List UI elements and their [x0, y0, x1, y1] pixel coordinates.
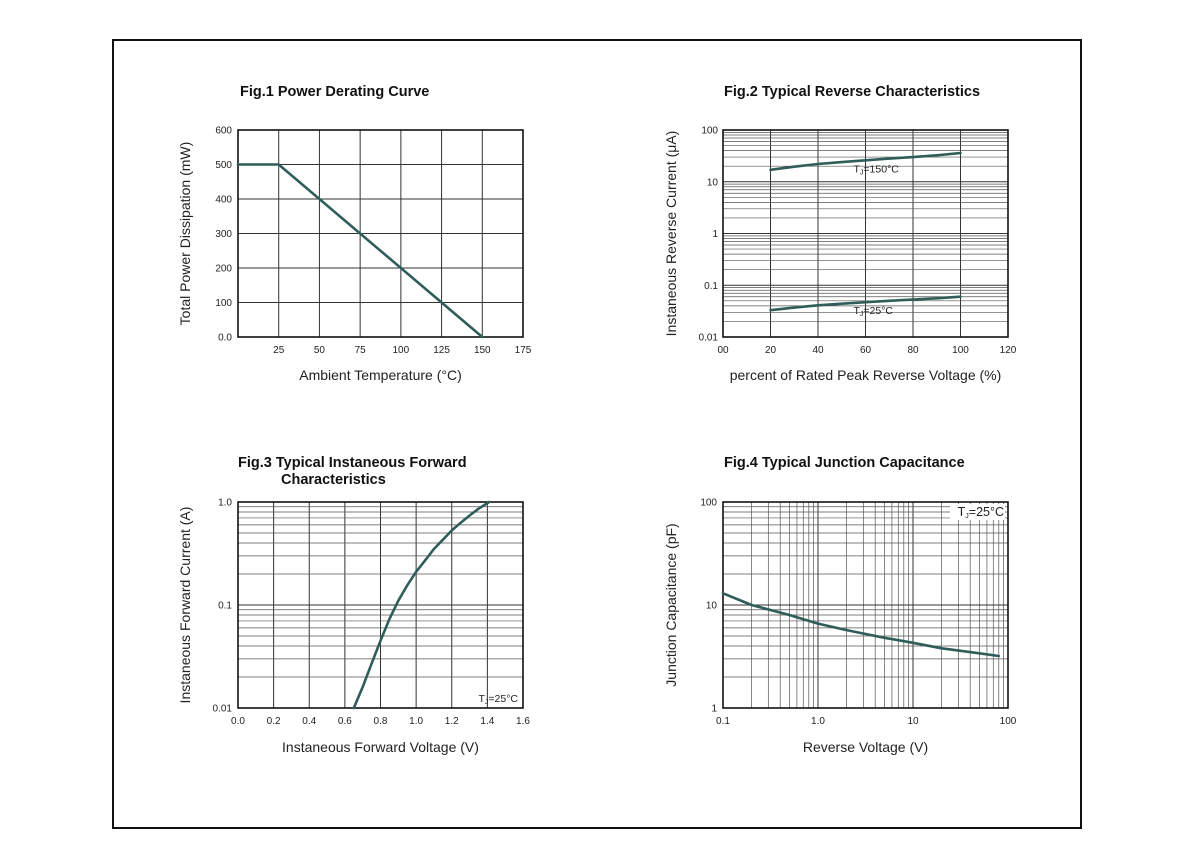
x-tick-label: 0.2 [267, 716, 281, 727]
plot-frame [722, 501, 1009, 709]
chart-title: Fig.2 Typical Reverse Characteristics [724, 84, 980, 100]
chart-fig1: Fig.1 Power Derating Curve 25 50 75 100 125 15… [177, 84, 532, 383]
y-tick-label: 0.1 [704, 281, 718, 292]
series-line-1 [352, 500, 491, 710]
x-tick-label: 40 [812, 345, 824, 356]
grid [238, 129, 524, 338]
y-axis-label: Total Power Dissipation (mW) [177, 142, 193, 326]
annotation-bg [950, 504, 1005, 520]
x-tick-label: 0.0 [231, 716, 245, 727]
chart-fig3: Fig.3 Typical Instaneous ForwardCharacte… [177, 455, 530, 755]
x-tick-label: 1.6 [516, 716, 530, 727]
x-tick-label: 1.2 [445, 716, 459, 727]
y-tick-label: 100 [700, 498, 717, 509]
x-tick-label: 120 [1000, 345, 1017, 356]
chart-fig2: Fig.2 Typical Reverse Characteristics 00 2… [663, 84, 1017, 383]
x-tick-label: 50 [314, 345, 326, 356]
y-tick-label: 200 [215, 264, 232, 275]
x-tick-label: 125 [433, 345, 450, 356]
series-line-1 [769, 151, 962, 172]
x-axis-label: Instaneous Forward Voltage (V) [282, 739, 479, 755]
grid [237, 501, 524, 709]
x-axis-label: Ambient Temperature (°C) [299, 367, 462, 383]
y-tick-label: 1 [712, 229, 718, 240]
x-tick-label: 175 [515, 345, 532, 356]
x-axis-label: percent of Rated Peak Reverse Voltage (%… [730, 367, 1002, 383]
y-tick-label: 0.01 [213, 704, 233, 715]
y-tick-label: 300 [215, 229, 232, 240]
y-tick-label: 500 [215, 160, 232, 171]
x-tick-label: 10 [907, 716, 919, 727]
y-tick-label: 600 [215, 126, 232, 137]
x-tick-label: 0.4 [302, 716, 316, 727]
y-tick-label: 100 [701, 126, 718, 137]
plot-frame [237, 129, 524, 338]
series-label-1: TJ=150°C [854, 163, 900, 176]
plot-frame [237, 501, 524, 709]
chart-title-line2: Characteristics [281, 472, 386, 488]
x-tick-label: 1.4 [480, 716, 494, 727]
y-tick-label: 400 [215, 195, 232, 206]
x-tick-label: 100 [952, 345, 969, 356]
series-line-1 [721, 591, 1001, 658]
grid [722, 501, 1009, 709]
series-line-2 [769, 295, 962, 312]
series-line-1 [236, 163, 484, 339]
x-tick-label: 60 [860, 345, 872, 356]
x-tick-label: 20 [765, 345, 777, 356]
plot-frame [722, 129, 1009, 338]
x-tick-label: 80 [907, 345, 919, 356]
x-tick-label: 0.1 [716, 716, 730, 727]
y-axis-label: Instaneous Reverse Current (μA) [663, 131, 679, 337]
y-tick-label: 1 [711, 704, 717, 715]
x-tick-label: 75 [355, 345, 367, 356]
chart-fig4: Fig.4 Typical Junction Capacitance 0.1 1.0… [663, 455, 1017, 755]
x-tick-label: 1.0 [811, 716, 825, 727]
x-tick-label: 100 [1000, 716, 1017, 727]
y-axis-label: Instaneous Forward Current (A) [177, 507, 193, 704]
x-tick-label: 1.0 [409, 716, 423, 727]
y-axis-label: Junction Capacitance (pF) [663, 523, 679, 686]
chart-title: Fig.4 Typical Junction Capacitance [724, 455, 965, 471]
y-tick-label: 0.01 [699, 333, 719, 344]
y-tick-label: 10 [706, 601, 718, 612]
temperature-annotation: TJ=25°C [478, 693, 518, 706]
y-tick-label: 0.0 [218, 333, 232, 344]
y-tick-label: 0.1 [218, 601, 232, 612]
x-tick-label: 00 [717, 345, 729, 356]
y-tick-label: 1.0 [218, 498, 232, 509]
x-tick-label: 0.6 [338, 716, 352, 727]
x-tick-label: 150 [474, 345, 491, 356]
x-tick-label: 25 [273, 345, 285, 356]
y-tick-label: 100 [215, 298, 232, 309]
series-label-2: TJ=25°C [854, 305, 894, 318]
x-axis-label: Reverse Voltage (V) [803, 739, 928, 755]
chart-title: Fig.1 Power Derating Curve [240, 84, 429, 100]
chart-title: Fig.3 Typical Instaneous Forward [238, 455, 467, 471]
x-tick-label: 0.8 [374, 716, 388, 727]
y-tick-label: 10 [707, 177, 719, 188]
temperature-annotation: TJ=25°C [958, 505, 1004, 520]
figure-frame [112, 39, 1082, 829]
x-tick-label: 100 [393, 345, 410, 356]
